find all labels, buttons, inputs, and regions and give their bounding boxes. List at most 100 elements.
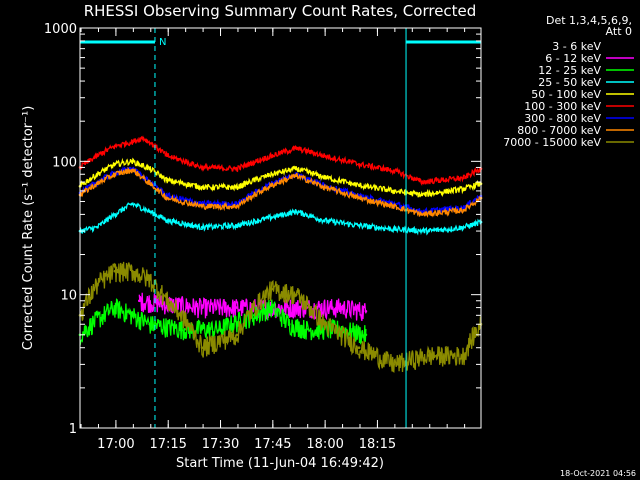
series-point-3-1 bbox=[96, 226, 99, 229]
series-point-8-9 bbox=[294, 293, 298, 297]
series-point-3-14 bbox=[462, 226, 465, 229]
series-point-8-4 bbox=[148, 278, 151, 281]
series-point-0-7 bbox=[294, 363, 298, 366]
series-point-8-14 bbox=[462, 354, 465, 357]
generation-timestamp: 18-Oct-2021 04:56 bbox=[560, 469, 636, 478]
series-point-1-0 bbox=[138, 299, 141, 303]
series-point-3-6 bbox=[200, 226, 204, 229]
series-line-6 bbox=[79, 165, 482, 217]
legend-header-1: Att 0 bbox=[606, 25, 632, 38]
series-point-5-2 bbox=[113, 144, 117, 148]
legend-header-0: Det 1,3,4,5,6,9, bbox=[546, 14, 632, 27]
series-point-4-11 bbox=[357, 184, 361, 187]
series-point-8-6 bbox=[200, 346, 204, 350]
series-point-0-6 bbox=[270, 354, 274, 357]
series-point-5-8 bbox=[270, 154, 274, 158]
series-point-7-14 bbox=[462, 208, 465, 212]
series-point-0-4 bbox=[200, 403, 204, 406]
legend-label-0: 3 - 6 keV bbox=[552, 40, 601, 53]
series-point-4-13 bbox=[420, 193, 424, 197]
series-point-4-8 bbox=[270, 173, 274, 176]
series-point-4-14 bbox=[462, 187, 465, 191]
y-tick-label-0: 1 bbox=[69, 422, 77, 437]
series-point-8-7 bbox=[235, 333, 239, 337]
series-point-0-10 bbox=[357, 407, 361, 410]
legend-label-8: 7000 - 15000 keV bbox=[503, 136, 601, 149]
series-point-3-13 bbox=[427, 229, 431, 233]
series-line-8 bbox=[79, 261, 482, 373]
series-point-0-9 bbox=[333, 403, 336, 406]
x-tick-label-0: 17:00 bbox=[97, 437, 134, 452]
x-tick-label-5: 18:15 bbox=[359, 437, 396, 452]
series-point-1-7 bbox=[364, 310, 368, 313]
series-point-0-8 bbox=[315, 403, 319, 406]
series-line-4 bbox=[79, 157, 482, 198]
series-point-5-14 bbox=[462, 176, 465, 180]
series-point-4-4 bbox=[148, 167, 151, 170]
series-point-3-2 bbox=[113, 213, 117, 216]
series-point-5-10 bbox=[322, 154, 326, 158]
series-point-8-13 bbox=[427, 354, 431, 357]
legend-label-2: 12 - 25 keV bbox=[538, 64, 601, 77]
series-point-8-5 bbox=[165, 299, 169, 303]
series-point-5-13 bbox=[420, 180, 424, 184]
series-point-5-6 bbox=[200, 166, 204, 169]
saa-marker: N bbox=[159, 37, 166, 48]
series-point-3-9 bbox=[294, 210, 298, 213]
series-point-4-3 bbox=[131, 160, 134, 163]
legend-label-7: 800 - 7000 keV bbox=[517, 124, 601, 137]
series-point-8-2 bbox=[113, 269, 117, 273]
legend-label-5: 100 - 300 keV bbox=[524, 100, 601, 113]
series-point-3-8 bbox=[270, 216, 274, 219]
series-point-3-4 bbox=[148, 210, 151, 213]
series-point-5-1 bbox=[96, 154, 99, 158]
series-point-7-8 bbox=[270, 184, 274, 187]
series-point-5-5 bbox=[165, 154, 169, 158]
series-point-2-7 bbox=[287, 322, 291, 326]
series-point-2-2 bbox=[148, 322, 151, 326]
series-point-2-3 bbox=[183, 328, 186, 331]
series-point-7-13 bbox=[420, 213, 424, 216]
series-point-7-12 bbox=[392, 205, 396, 208]
series-point-8-3 bbox=[131, 269, 134, 273]
legend-label-3: 25 - 50 keV bbox=[538, 76, 601, 89]
series-point-4-6 bbox=[200, 185, 204, 189]
series-point-7-11 bbox=[357, 196, 361, 200]
series-point-4-1 bbox=[96, 173, 99, 176]
series-point-8-1 bbox=[96, 282, 99, 286]
series-point-4-2 bbox=[113, 163, 117, 166]
series-point-4-9 bbox=[294, 167, 298, 170]
series-point-5-4 bbox=[141, 136, 145, 140]
series-line-7 bbox=[79, 166, 482, 218]
series-point-4-7 bbox=[235, 185, 239, 189]
series-point-6-14 bbox=[462, 206, 465, 209]
series-point-0-1 bbox=[131, 346, 134, 350]
series-point-5-11 bbox=[357, 163, 361, 166]
series-point-8-8 bbox=[270, 287, 274, 291]
series-line-3 bbox=[79, 202, 482, 236]
series-point-5-7 bbox=[235, 167, 239, 170]
series-point-8-10 bbox=[322, 322, 326, 326]
series-point-3-3 bbox=[131, 202, 134, 206]
y-tick-label-2: 100 bbox=[52, 155, 77, 170]
series-point-2-6 bbox=[270, 306, 274, 309]
series-line-0 bbox=[79, 337, 360, 419]
series-point-7-7 bbox=[235, 205, 239, 208]
series-point-8-12 bbox=[392, 363, 396, 366]
series-point-7-4 bbox=[148, 182, 151, 185]
plot-frame bbox=[79, 27, 482, 429]
legend-label-6: 300 - 800 keV bbox=[524, 112, 601, 125]
series-point-3-12 bbox=[392, 227, 396, 231]
series-point-4-10 bbox=[322, 175, 326, 179]
y-tick-label-3: 1000 bbox=[44, 22, 77, 37]
series-point-4-12 bbox=[392, 189, 396, 193]
series-point-1-3 bbox=[235, 306, 239, 309]
x-tick-label-1: 17:15 bbox=[149, 437, 186, 452]
y-axis-label: Corrected Count Rate (s⁻¹ detector⁻¹) bbox=[21, 106, 36, 351]
series-point-5-9 bbox=[294, 147, 298, 150]
legend-label-1: 6 - 12 keV bbox=[545, 52, 601, 65]
series-point-4-5 bbox=[165, 179, 169, 182]
series-point-3-11 bbox=[357, 224, 361, 227]
